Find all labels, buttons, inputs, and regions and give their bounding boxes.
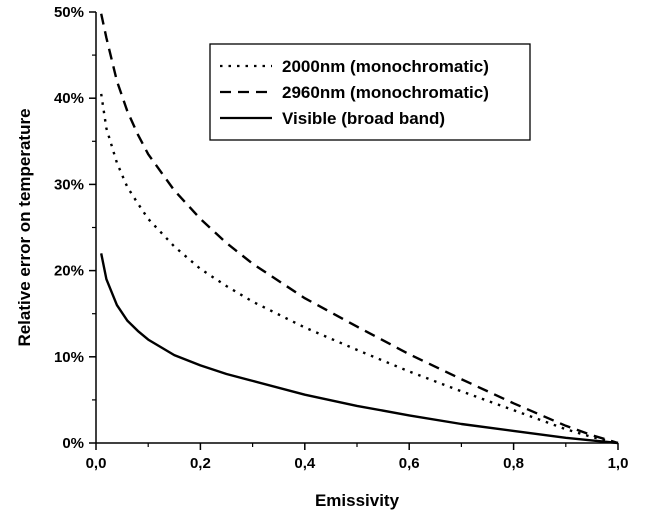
y-tick-label: 10% bbox=[54, 349, 84, 366]
series-layer bbox=[100, 13, 619, 445]
x-tick-label: 0,0 bbox=[86, 455, 107, 472]
series-line-2 bbox=[100, 253, 619, 445]
y-axis-title: Relative error on temperature bbox=[15, 108, 34, 346]
x-axis-title: Emissivity bbox=[315, 491, 400, 510]
legend-label-1: 2960nm (monochromatic) bbox=[282, 83, 489, 102]
y-tick-label: 40% bbox=[54, 90, 84, 107]
y-tick-label: 20% bbox=[54, 263, 84, 280]
x-axis: 0,0 0,2 0,4 0,6 0,8 1,0 bbox=[86, 443, 629, 472]
x-tick-label: 0,8 bbox=[503, 455, 524, 472]
y-tick-label: 30% bbox=[54, 176, 84, 193]
y-axis: 0% 10% 20% 30% 40% 50% bbox=[54, 4, 96, 452]
x-tick-label: 0,6 bbox=[399, 455, 420, 472]
x-tick-label: 0,2 bbox=[190, 455, 211, 472]
legend: 2000nm (monochromatic) 2960nm (monochroma… bbox=[209, 43, 531, 141]
x-tick-label: 1,0 bbox=[608, 455, 629, 472]
legend-label-2: Visible (broad band) bbox=[282, 109, 445, 128]
legend-label-0: 2000nm (monochromatic) bbox=[282, 57, 489, 76]
y-tick-label: 50% bbox=[54, 4, 84, 21]
x-tick-label: 0,4 bbox=[294, 455, 316, 472]
y-tick-label: 0% bbox=[62, 435, 84, 452]
series-line-1 bbox=[100, 13, 619, 445]
series-line-0 bbox=[100, 93, 619, 445]
